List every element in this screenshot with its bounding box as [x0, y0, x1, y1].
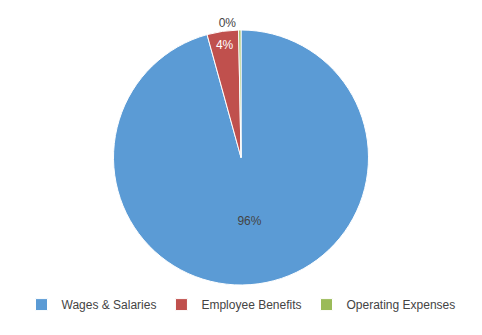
svg-text:Operating Expenses: Operating Expenses — [347, 298, 456, 312]
svg-text:Wages & Salaries: Wages & Salaries — [62, 298, 157, 312]
svg-text:Employee Benefits: Employee Benefits — [201, 298, 301, 312]
svg-text:96%: 96% — [237, 214, 261, 228]
svg-text:0%: 0% — [219, 16, 237, 30]
svg-text:4%: 4% — [216, 38, 234, 52]
